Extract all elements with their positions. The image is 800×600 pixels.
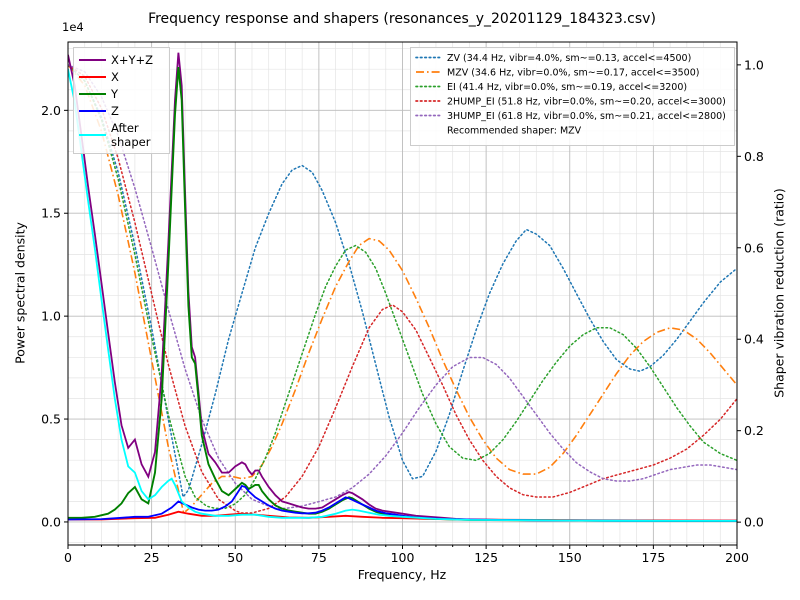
series-after-shaper (68, 69, 737, 522)
x-tick-label: 150 (558, 550, 582, 565)
legend-label-after-shaper: shaper (111, 135, 151, 149)
series-ei (68, 64, 737, 510)
x-tick-label: 100 (391, 550, 415, 565)
legend-label-x: X (111, 70, 119, 84)
x-tick-label: 200 (725, 550, 749, 565)
y-right-tick-label: 0.8 (744, 149, 764, 164)
legend-label-z: Z (111, 104, 119, 118)
series-2hump-ei (68, 64, 737, 514)
legend-label-3hump-ei: 3HUMP_EI (61.8 Hz, vibr=0.0%, sm~=0.21, … (447, 111, 726, 122)
series-mzv (68, 64, 737, 515)
series-y (68, 67, 737, 522)
y-right-tick-label: 0.0 (744, 515, 764, 530)
ticks (64, 64, 741, 549)
series-x-y-z (68, 52, 737, 522)
x-tick-label: 50 (227, 550, 243, 565)
x-tick-label: 75 (311, 550, 327, 565)
y-axis-label-left: Power spectral density (12, 222, 28, 364)
y-right-tick-label: 0.4 (744, 332, 764, 347)
x-axis-label: Frequency, Hz (357, 567, 447, 582)
legend-shapers: ZV (34.4 Hz, vibr=4.0%, sm~=0.13, accel<… (410, 47, 735, 146)
y-right-tick-label: 1.0 (744, 57, 764, 72)
legend-label-after-shaper: After (111, 121, 139, 135)
legend-shapers-box (410, 47, 735, 146)
y-left-tick-label: 0.0 (41, 514, 61, 529)
y-left-tick-label: 0.5 (41, 412, 61, 427)
y-axis-offset-label: 1e4 (62, 20, 84, 34)
y-axis-label-right: Shaper vibration reduction (ratio) (771, 188, 787, 398)
y-left-tick-label: 1.0 (41, 309, 61, 324)
series-zv (68, 64, 737, 499)
x-tick-label: 125 (474, 550, 498, 565)
chart-title: Frequency response and shapers (resonanc… (148, 11, 656, 27)
legend-label-y: Y (110, 87, 119, 101)
legend-label-ei: EI (41.4 Hz, vibr=0.0%, sm~=0.19, accel<… (447, 82, 687, 93)
y-right-tick-label: 0.6 (744, 240, 764, 255)
legend-label-mzv: MZV (34.6 Hz, vibr=0.0%, sm~=0.17, accel… (447, 68, 699, 79)
x-tick-label: 0 (64, 550, 72, 565)
y-left-tick-label: 2.0 (41, 103, 61, 118)
y-left-tick-label: 1.5 (41, 206, 61, 221)
series-3hump-ei (68, 64, 737, 510)
tick-labels: 0 25 50 75 100 125 150 175 200 0.0 0.5 1.0 1.5 2.0 0.0… (41, 57, 764, 565)
series-lines (68, 52, 737, 522)
y-right-tick-label: 0.2 (744, 423, 764, 438)
x-tick-label: 25 (144, 550, 160, 565)
legend-label-zv: ZV (34.4 Hz, vibr=4.0%, sm~=0.13, accel<… (447, 53, 691, 64)
legend-label-2hump-ei: 2HUMP_EI (51.8 Hz, vibr=0.0%, sm~=0.20, … (447, 97, 726, 108)
legend-label-x-y-z: X+Y+Z (111, 53, 153, 67)
legend-recommended-shaper: Recommended shaper: MZV (447, 126, 582, 137)
x-tick-label: 175 (641, 550, 665, 565)
